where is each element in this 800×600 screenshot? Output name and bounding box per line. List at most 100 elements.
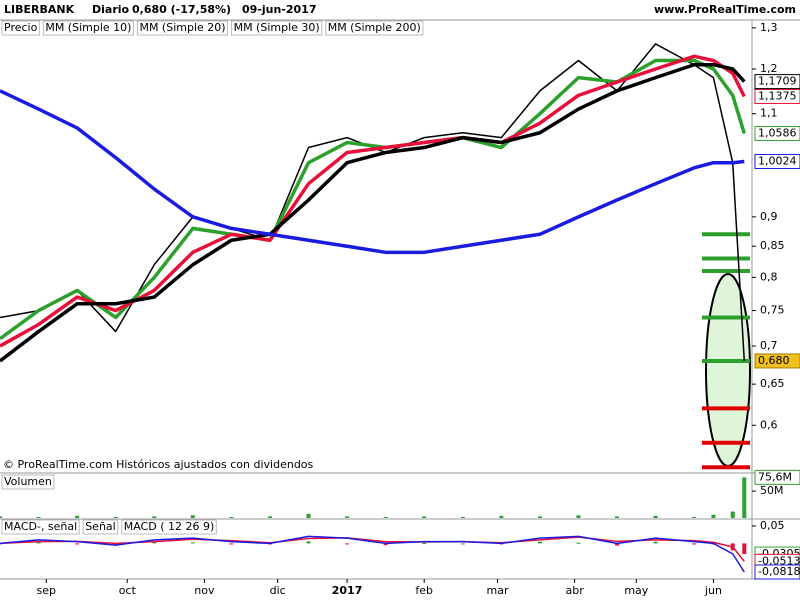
symbol: LIBERBANK xyxy=(4,3,75,16)
legend-label: MM (Simple 10) xyxy=(45,21,131,34)
bar xyxy=(36,516,41,518)
bar xyxy=(460,516,465,518)
legend-label: MM (Simple 200) xyxy=(328,21,421,34)
value-badge xyxy=(754,564,800,580)
site: www.ProRealTime.com xyxy=(654,3,796,16)
y-tick-label: 0,65 xyxy=(760,377,785,390)
note: © ProRealTime.com Históricos ajustados c… xyxy=(3,458,314,471)
legend-label: Volumen xyxy=(4,475,52,488)
bar xyxy=(742,477,747,518)
y-tick-label: 0,8 xyxy=(760,270,778,283)
x-tick-label: sep xyxy=(37,584,56,597)
value-badge xyxy=(754,469,800,485)
y-tick-label: 1,3 xyxy=(760,21,778,34)
period: Diario xyxy=(92,3,130,16)
bar xyxy=(190,515,195,518)
bar xyxy=(152,541,157,544)
bar xyxy=(711,514,716,518)
value-badge xyxy=(754,88,800,104)
value-badge xyxy=(754,125,800,141)
value-badge xyxy=(754,153,800,169)
bar xyxy=(653,515,658,518)
x-tick-label: may xyxy=(624,584,648,597)
y-tick-label: 1,2 xyxy=(760,62,778,75)
value-badge-label: -0,0818 xyxy=(758,565,800,578)
series-line xyxy=(0,89,745,255)
legend-box xyxy=(1,474,55,490)
legend-box xyxy=(1,519,80,535)
x-tick-label: nov xyxy=(194,584,215,597)
bar xyxy=(152,516,157,518)
legend-label: MACD ( 12 26 9) xyxy=(124,520,215,533)
bar xyxy=(422,516,427,518)
bar xyxy=(537,516,542,518)
x-tick-label: abr xyxy=(565,584,584,597)
bar xyxy=(383,516,388,518)
bar xyxy=(692,543,697,545)
x-tick-label: jun xyxy=(704,584,722,597)
y-tick-label: 50M xyxy=(760,484,784,497)
y-tick-label: 0,9 xyxy=(760,210,778,223)
value-badge-label: 1,1375 xyxy=(758,89,797,102)
bar xyxy=(229,543,234,545)
bar xyxy=(730,511,735,518)
value-badge-label: 75,6M xyxy=(758,470,792,483)
x-tick-label: oct xyxy=(119,584,137,597)
value-badge-label: -0,0513 xyxy=(758,554,800,567)
y-tick-label: 0,7 xyxy=(760,339,778,352)
series-line xyxy=(0,62,746,363)
bar xyxy=(0,516,2,518)
value-badge xyxy=(754,74,800,90)
value-badge-label: 1,0586 xyxy=(758,126,797,139)
bar xyxy=(36,541,41,544)
y-tick-label: 0,6 xyxy=(760,418,778,431)
bar xyxy=(692,516,697,518)
drawing-ellipse xyxy=(705,273,751,467)
bar xyxy=(267,516,272,518)
x-tick-label: mar xyxy=(486,584,508,597)
y-tick-label: 1,1 xyxy=(760,107,778,120)
legend-label: Precio xyxy=(4,21,38,34)
value-badge-label: 1,1709 xyxy=(758,75,797,88)
x-tick-label: 2017 xyxy=(332,584,363,597)
quote: 0,680 (-17,58%) xyxy=(132,3,231,16)
y-tick-label: 0,75 xyxy=(760,304,785,317)
y-tick-label: 0,85 xyxy=(760,239,785,252)
bar xyxy=(113,543,118,546)
bar xyxy=(653,541,658,544)
legend-box xyxy=(1,20,40,36)
bar xyxy=(190,542,195,544)
value-badge-label: 0,680 xyxy=(758,354,790,367)
legend-box xyxy=(136,20,229,36)
bar xyxy=(422,543,427,545)
bar xyxy=(113,516,118,518)
x-tick-label: feb xyxy=(415,584,433,597)
bar xyxy=(576,542,581,544)
bar xyxy=(537,541,542,544)
legend-box xyxy=(121,519,217,535)
legend-box xyxy=(325,20,424,36)
series-line xyxy=(0,535,745,573)
bar xyxy=(576,515,581,518)
value-badge xyxy=(754,353,800,369)
bar xyxy=(306,513,311,518)
legend-box xyxy=(231,20,323,36)
bar xyxy=(742,543,747,555)
x-tick-label: dic xyxy=(270,584,286,597)
y-tick-label: 0,05 xyxy=(760,519,785,532)
legend-box xyxy=(82,519,119,535)
bar xyxy=(460,543,465,545)
legend-box xyxy=(42,20,134,36)
bar xyxy=(345,543,350,545)
bar xyxy=(615,543,620,546)
bar xyxy=(345,516,350,518)
bar xyxy=(615,516,620,518)
bar xyxy=(229,516,234,518)
bar xyxy=(383,543,388,546)
legend-label: MM (Simple 30) xyxy=(234,21,320,34)
bar xyxy=(306,541,311,544)
legend-label: Señal xyxy=(85,520,116,533)
date: 09-jun-2017 xyxy=(242,3,317,16)
